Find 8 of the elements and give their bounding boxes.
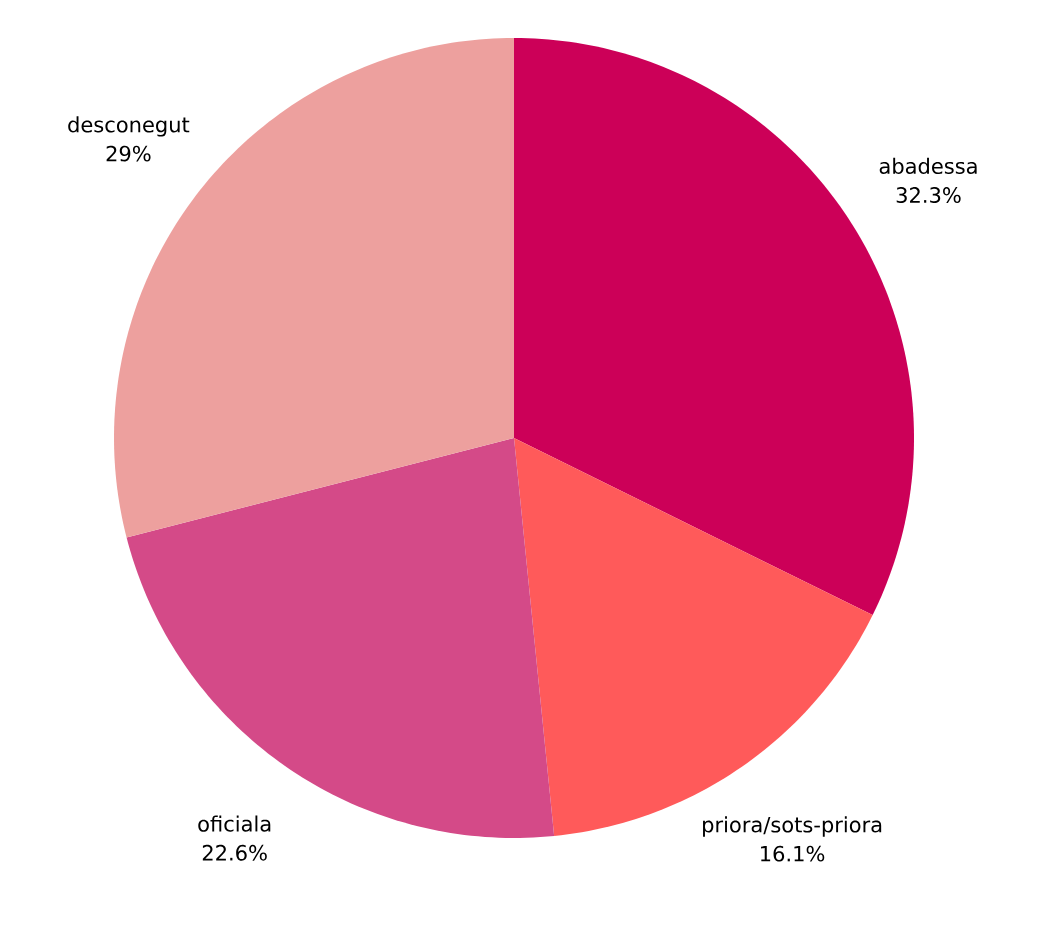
- data-label: 22.6%: [202, 844, 267, 861]
- data-label: 16.1%: [761, 845, 825, 862]
- slice-label: abadessa: [879, 157, 977, 175]
- slice-label: priora/sots-priora: [703, 816, 882, 837]
- slice-label: desconegut: [68, 116, 190, 137]
- data-label: 29%: [106, 145, 151, 162]
- slice-label: oficiala: [198, 815, 271, 832]
- data-label: 32.3%: [896, 187, 961, 204]
